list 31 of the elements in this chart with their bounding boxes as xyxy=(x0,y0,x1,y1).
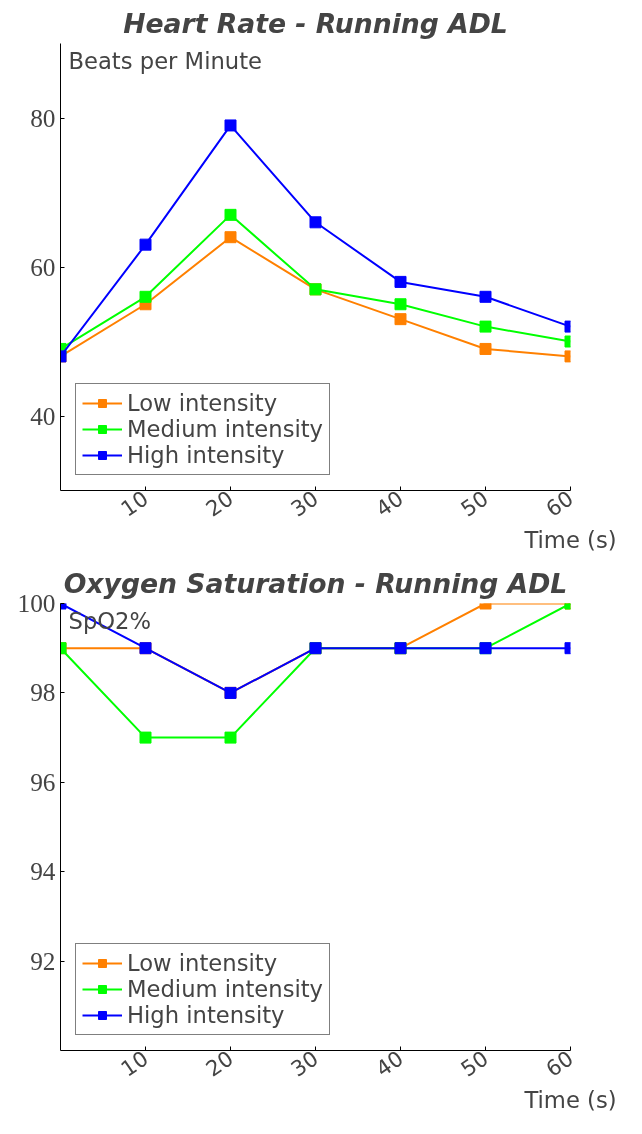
x-tick-label: 60 xyxy=(541,1045,578,1082)
x-tick-label: 30 xyxy=(286,1045,323,1082)
legend-label: Low intensity xyxy=(127,950,278,976)
x-tick-label: 10 xyxy=(116,485,153,522)
y-tick-label: 60 xyxy=(30,252,56,281)
y-tick-label: 80 xyxy=(30,103,56,132)
x-tick-label: 10 xyxy=(116,1045,153,1082)
legend-label: Medium intensity xyxy=(127,976,324,1002)
x-axis-title: Time (s) xyxy=(523,1087,617,1114)
x-tick-label: 20 xyxy=(201,485,238,522)
x-tick-label: 50 xyxy=(456,485,493,522)
legend-label: Low intensity xyxy=(127,390,278,416)
legend-label: High intensity xyxy=(127,442,285,468)
legend-label: High intensity xyxy=(127,1002,285,1028)
x-tick-label: 20 xyxy=(201,1045,238,1082)
y-tick-label: 96 xyxy=(30,767,56,796)
legend-label: Medium intensity xyxy=(127,416,324,442)
chart-title: Heart Rate - Running ADL xyxy=(123,7,508,39)
x-tick-label: 60 xyxy=(541,485,578,522)
x-tick-label: 30 xyxy=(286,485,323,522)
y-tick-label: 100 xyxy=(17,589,56,617)
y-tick-label: 92 xyxy=(30,946,56,975)
x-tick-label: 40 xyxy=(371,485,408,522)
y-tick-label: 98 xyxy=(30,678,56,707)
y-tick-label: 94 xyxy=(30,857,56,886)
x-tick-label: 40 xyxy=(371,1045,408,1082)
x-tick-label: 50 xyxy=(456,1045,493,1082)
chart-title: Oxygen Saturation - Running ADL xyxy=(63,567,568,599)
x-axis-title: Time (s) xyxy=(523,527,617,554)
y-tick-label: 40 xyxy=(30,401,56,430)
y-axis-title: Beats per Minute xyxy=(68,47,262,74)
